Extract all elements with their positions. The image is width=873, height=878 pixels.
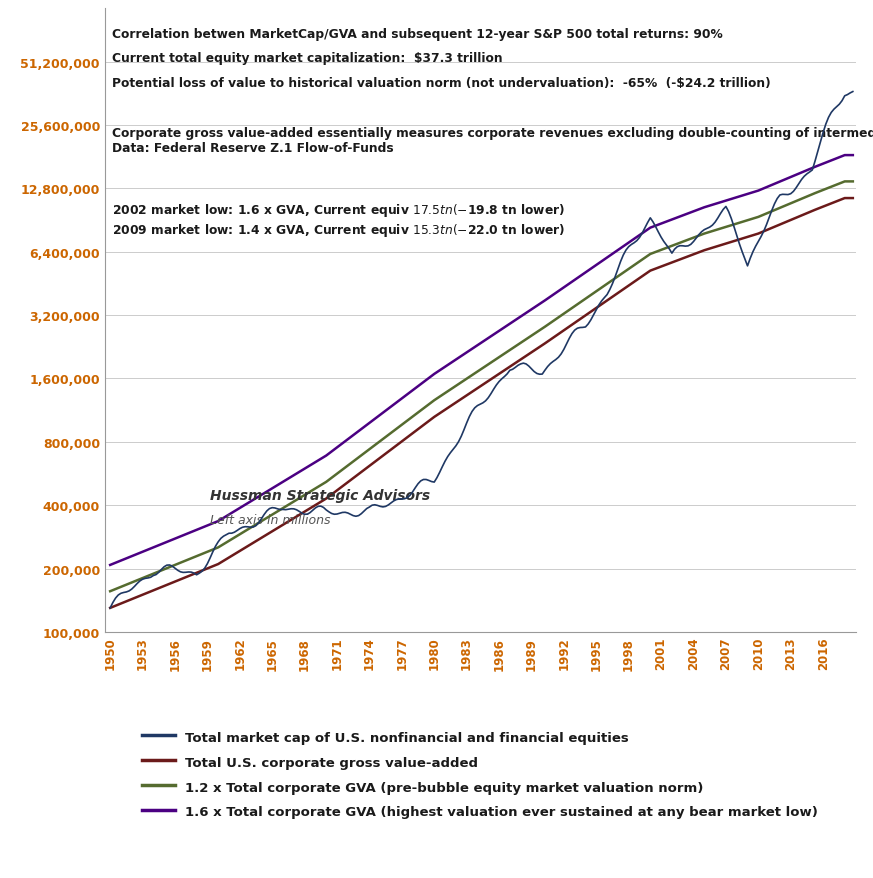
Text: Hussman Strategic Advisors: Hussman Strategic Advisors — [210, 489, 430, 503]
Text: Current total equity market capitalization:  $37.3 trillion: Current total equity market capitalizati… — [113, 53, 503, 65]
Text: Correlation betwen MarketCap/GVA and subsequent 12-year S&P 500 total returns: 9: Correlation betwen MarketCap/GVA and sub… — [113, 27, 723, 40]
Text: Corporate gross value-added essentially measures corporate revenues excluding do: Corporate gross value-added essentially … — [113, 127, 873, 155]
Text: Potential loss of value to historical valuation norm (not undervaluation):  -65%: Potential loss of value to historical va… — [113, 77, 771, 90]
Legend: Total market cap of U.S. nonfinancial and financial equities, Total U.S. corpora: Total market cap of U.S. nonfinancial an… — [135, 723, 825, 825]
Text: 2002 market low: 1.6 x GVA, Current equiv $17.5 tn (-$19.8 tn lower)
2009 market: 2002 market low: 1.6 x GVA, Current equi… — [113, 202, 566, 239]
Text: Left axis in millions: Left axis in millions — [210, 514, 330, 527]
